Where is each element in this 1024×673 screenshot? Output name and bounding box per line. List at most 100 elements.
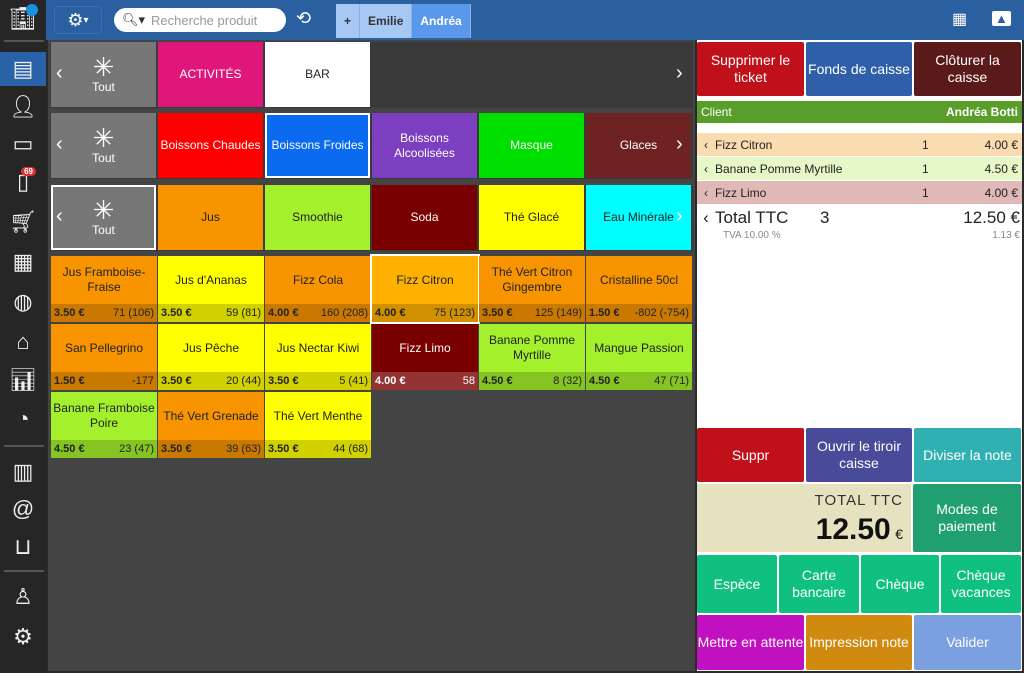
category-thé-glacé[interactable]: Thé Glacé bbox=[479, 185, 584, 250]
category-smoothie[interactable]: Smoothie bbox=[265, 185, 370, 250]
product-tile[interactable]: Banane Pomme Myrtille 4.50 € 8 (32) bbox=[479, 324, 585, 390]
chevron-left-icon[interactable]: ‹ bbox=[704, 161, 708, 176]
product-footer: 3.50 € 125 (149) bbox=[479, 304, 585, 322]
cart-icon[interactable]: 🛒︎ bbox=[9, 209, 37, 234]
category-boissons-alcoolisées[interactable]: Boissons Alcoolisées bbox=[372, 113, 477, 178]
product-name: Jus Nectar Kiwi bbox=[276, 340, 360, 355]
product-name: Fizz Citron bbox=[396, 272, 454, 287]
category-label: Boissons Alcoolisées bbox=[394, 130, 455, 160]
product-tile[interactable]: Jus Pêche 3.50 € 20 (44) bbox=[158, 324, 264, 390]
product-tile[interactable]: Fizz Citron 4.00 € 75 (123) bbox=[370, 254, 480, 324]
total-qty: 3 bbox=[820, 208, 830, 227]
product-tile[interactable]: Jus Nectar Kiwi 3.50 € 5 (41) bbox=[265, 324, 371, 390]
product-tile[interactable]: San Pellegrino 1.50 € -177 bbox=[51, 324, 157, 390]
client-bar[interactable]: Client Andréa Botti bbox=[697, 101, 1022, 123]
id-card-icon[interactable]: ▭ bbox=[12, 131, 34, 156]
category-label: Tout bbox=[92, 223, 115, 237]
product-tile[interactable]: Fizz Limo 4.00 € 58 bbox=[372, 324, 478, 390]
gear-icon[interactable]: ⚙ bbox=[13, 624, 33, 649]
category-label: ACTIVITÉS bbox=[179, 67, 242, 81]
chevron-right-icon[interactable]: › bbox=[676, 205, 683, 227]
check-button[interactable]: Chèque bbox=[861, 555, 939, 613]
contacts-icon[interactable]: 👤︎ bbox=[9, 94, 37, 119]
cash-button[interactable]: Espèce bbox=[697, 555, 777, 613]
cash-register-icon[interactable]: ▤ bbox=[0, 52, 46, 86]
history-icon[interactable]: ⟲ bbox=[296, 8, 312, 28]
ticket-line[interactable]: ‹ Banane Pomme Myrtille 1 4.50 € bbox=[697, 157, 1022, 180]
product-tile[interactable]: Cristalline 50cl 1.50 € -802 (-754) bbox=[586, 256, 692, 322]
ticket-total: ‹ Total TTC 3 12.50 € TVA 10.00 % 1.13 € bbox=[697, 206, 1022, 248]
product-tile[interactable]: Thé Vert Citron Gingembre 3.50 € 125 (149) bbox=[479, 256, 585, 322]
tab-add[interactable]: + bbox=[336, 4, 361, 38]
category-label: BAR bbox=[305, 67, 330, 81]
newspaper-icon[interactable]: ▥ bbox=[12, 459, 34, 484]
cash-fund-button[interactable]: Fonds de caisse bbox=[806, 42, 912, 96]
chevron-left-icon[interactable]: ‹ bbox=[703, 208, 709, 227]
category-glaces[interactable]: Glaces bbox=[586, 113, 691, 178]
category-bar[interactable]: BAR bbox=[265, 42, 370, 107]
search-input[interactable]: 🔍︎▾ Recherche produit bbox=[114, 8, 286, 32]
chevron-right-icon[interactable]: › bbox=[676, 62, 683, 84]
print-note-button[interactable]: Impression note bbox=[806, 615, 912, 670]
product-stock: 39 (63) bbox=[226, 443, 261, 455]
hold-button[interactable]: Mettre en attente bbox=[697, 615, 804, 670]
user-icon[interactable]: ♙ bbox=[13, 584, 33, 609]
tab-emilie[interactable]: Emilie bbox=[360, 4, 413, 38]
product-tile[interactable]: Jus Framboise-Fraise 3.50 € 71 (106) bbox=[51, 256, 157, 322]
ticket-line[interactable]: ‹ Fizz Limo 1 4.00 € bbox=[697, 181, 1022, 204]
card-button[interactable]: Carte bancaire bbox=[779, 555, 859, 613]
category-masque[interactable]: Masque bbox=[479, 113, 584, 178]
calendar-icon[interactable]: ▦ bbox=[12, 249, 34, 274]
chevron-left-icon[interactable]: ‹ bbox=[56, 62, 63, 84]
category-boissons-chaudes[interactable]: Boissons Chaudes bbox=[158, 113, 263, 178]
category-jus[interactable]: Jus bbox=[158, 185, 263, 250]
product-tile[interactable]: Jus d'Ananas 3.50 € 59 (81) bbox=[158, 256, 264, 322]
product-tile[interactable]: Fizz Cola 4.00 € 160 (208) bbox=[265, 256, 371, 322]
chevron-left-icon[interactable]: ‹ bbox=[56, 205, 63, 227]
category-label: Smoothie bbox=[292, 210, 343, 224]
holiday-check-button[interactable]: Chèque vacances bbox=[941, 555, 1021, 613]
building-icon[interactable]: 🏢︎ bbox=[9, 4, 38, 31]
line-qty: 1 bbox=[922, 137, 929, 152]
warehouse-icon[interactable]: ⌂ bbox=[16, 329, 30, 354]
at-icon[interactable]: @ bbox=[11, 496, 35, 521]
close-register-button[interactable]: Clôturer la caisse bbox=[914, 42, 1021, 96]
category-tout[interactable]: ✳ Tout bbox=[51, 42, 156, 107]
product-tile[interactable]: Thé Vert Menthe 3.50 € 44 (68) bbox=[265, 392, 371, 458]
category-tout[interactable]: ✳ Tout bbox=[51, 185, 156, 250]
category-boissons-froides[interactable]: Boissons Froides bbox=[265, 113, 370, 178]
calculator-icon[interactable]: ▦ bbox=[952, 11, 968, 28]
product-tile[interactable]: Thé Vert Grenade 3.50 € 39 (63) bbox=[158, 392, 264, 458]
globe-icon[interactable]: ◍ bbox=[13, 289, 33, 314]
payment-modes-button[interactable]: Modes de paiement bbox=[913, 484, 1021, 552]
chevron-left-icon[interactable]: ‹ bbox=[704, 185, 708, 200]
product-tile[interactable]: Mangue Passion 4.50 € 47 (71) bbox=[586, 324, 692, 390]
product-name: Jus Pêche bbox=[182, 340, 240, 355]
chevron-right-icon[interactable]: › bbox=[676, 133, 683, 155]
chevron-left-icon[interactable]: ‹ bbox=[56, 133, 63, 155]
ticket-line[interactable]: ‹ Fizz Citron 1 4.00 € bbox=[697, 133, 1022, 156]
settings-menu-button[interactable]: ⚙ ▾ bbox=[54, 6, 102, 34]
category-eau-minérale[interactable]: Eau Minérale bbox=[586, 185, 691, 250]
product-name: Fizz Cola bbox=[292, 272, 343, 287]
gauge-icon[interactable]: ◔ bbox=[16, 406, 30, 431]
chevron-left-icon[interactable]: ‹ bbox=[704, 137, 708, 152]
suppr-button[interactable]: Suppr bbox=[697, 428, 804, 482]
split-note-button[interactable]: Diviser la note bbox=[914, 428, 1021, 482]
delete-ticket-button[interactable]: Supprimer le ticket bbox=[697, 42, 804, 96]
category-activités[interactable]: ACTIVITÉS bbox=[158, 42, 263, 107]
collapse-icon[interactable]: ▲ bbox=[992, 11, 1011, 26]
product-name: Mangue Passion bbox=[594, 340, 684, 355]
bar-chart-icon[interactable]: 📊︎ bbox=[9, 367, 37, 392]
category-tout[interactable]: ✳ Tout bbox=[51, 113, 156, 178]
tablet-icon[interactable]: ▯ 69 bbox=[6, 165, 40, 199]
category-row: ✳ Tout Jus Smoothie Soda Thé Glacé Eau Minéral… bbox=[50, 185, 693, 251]
validate-button[interactable]: Valider bbox=[914, 615, 1021, 670]
category-soda[interactable]: Soda bbox=[372, 185, 477, 250]
product-stock: 23 (47) bbox=[119, 443, 154, 455]
tab-andréa[interactable]: Andréa bbox=[412, 4, 471, 38]
inbox-icon[interactable]: ⊔ bbox=[14, 534, 32, 559]
product-tile[interactable]: Banane Framboise Poire 4.50 € 23 (47) bbox=[51, 392, 157, 458]
open-drawer-button[interactable]: Ouvrir le tiroir caisse bbox=[806, 428, 912, 482]
product-price: 3.50 € bbox=[161, 307, 192, 319]
